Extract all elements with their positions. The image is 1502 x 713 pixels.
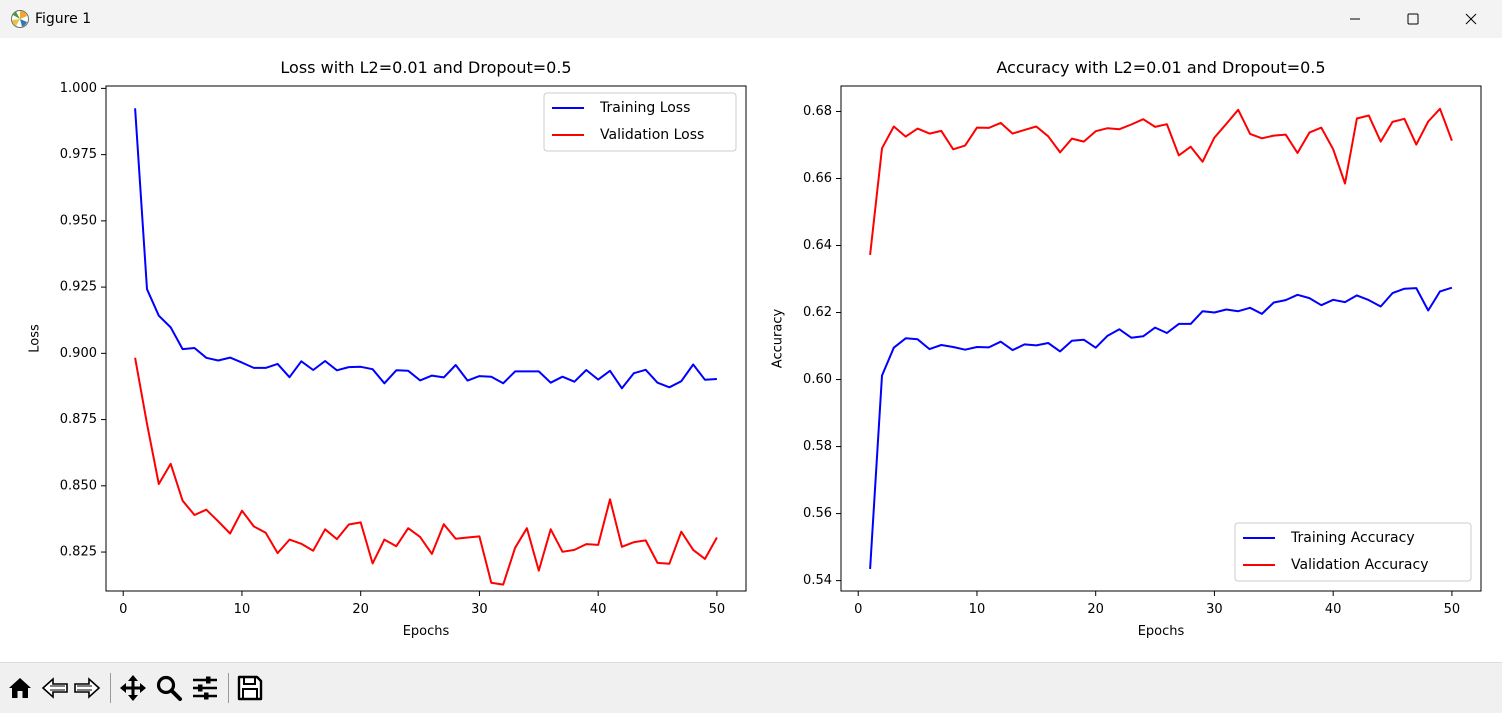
- training-loss-line: [134, 108, 717, 390]
- legend-box: [543, 92, 737, 152]
- legend-label: Validation Accuracy: [1291, 557, 1429, 573]
- x-axis-label: Epochs: [1138, 624, 1185, 639]
- y-axis-label: Accuracy: [771, 309, 786, 369]
- back-icon: [41, 677, 68, 699]
- x-tick-label: 20: [352, 602, 369, 617]
- chart-title: Loss with L2=0.01 and Dropout=0.5: [280, 58, 571, 77]
- y-tick-label: 0.900: [60, 346, 97, 361]
- home-icon: [9, 678, 31, 698]
- window-titlebar: Figure 1: [0, 0, 1502, 39]
- x-tick-label: 10: [969, 602, 986, 617]
- y-tick-label: 0.58: [803, 439, 832, 454]
- validation-loss-line: [134, 357, 718, 586]
- y-tick-label: 0.56: [803, 506, 832, 521]
- save-icon: [237, 675, 263, 701]
- x-tick-label: 20: [1087, 602, 1104, 617]
- forward-icon: [74, 677, 101, 699]
- toolbar-separator: [228, 673, 229, 703]
- y-tick-label: 0.54: [803, 573, 832, 588]
- y-tick-label: 1.000: [60, 81, 97, 96]
- maximize-icon: [1407, 13, 1419, 25]
- y-tick-label: 0.925: [60, 280, 97, 295]
- toolbar-separator: [110, 673, 111, 703]
- zoom-button[interactable]: [154, 673, 184, 703]
- legend-box: [1234, 522, 1472, 582]
- legend-label: Training Accuracy: [1290, 530, 1415, 546]
- minimize-icon: [1350, 18, 1360, 20]
- figure-canvas[interactable]: 0 10 20 30 40 50 0.825 0.850 0.875 0.900 0.925 0.95…: [0, 38, 1502, 662]
- y-tick-label: 0.950: [60, 213, 97, 228]
- y-tick-label: 0.64: [803, 238, 832, 253]
- forward-button[interactable]: [72, 673, 102, 703]
- y-tick-label: 0.875: [60, 412, 97, 427]
- y-tick-label: 0.68: [803, 104, 832, 119]
- training-accuracy-line: [869, 286, 1453, 569]
- maximize-button[interactable]: [1384, 0, 1442, 38]
- y-tick-label: 0.850: [60, 478, 97, 493]
- y-tick-label: 0.60: [803, 372, 832, 387]
- y-tick-label: 0.975: [60, 147, 97, 162]
- legend-label: Training Loss: [599, 100, 690, 116]
- x-tick-label: 50: [1444, 602, 1461, 617]
- close-button[interactable]: [1442, 0, 1500, 38]
- y-tick-label: 0.825: [60, 545, 97, 560]
- y-tick-label: 0.62: [803, 305, 832, 320]
- zoom-icon: [156, 675, 182, 701]
- axes-frame: [840, 85, 1482, 592]
- validation-accuracy-line: [869, 107, 1453, 256]
- matplotlib-app-icon: [11, 10, 29, 28]
- minimize-button[interactable]: [1326, 0, 1384, 38]
- save-button[interactable]: [235, 673, 265, 703]
- axes-frame: [105, 85, 747, 592]
- x-tick-label: 40: [1325, 602, 1342, 617]
- home-button[interactable]: [5, 673, 35, 703]
- x-axis-label: Epochs: [403, 624, 450, 639]
- x-tick-label: 10: [234, 602, 251, 617]
- x-tick-label: 0: [119, 602, 127, 617]
- pan-icon: [120, 675, 146, 701]
- back-button[interactable]: [40, 673, 70, 703]
- chart-title: Accuracy with L2=0.01 and Dropout=0.5: [996, 58, 1325, 77]
- x-tick-label: 50: [709, 602, 726, 617]
- close-icon: [1465, 13, 1477, 25]
- figure-svg: 0 10 20 30 40 50 0.825 0.850 0.875 0.900 0.925 0.95…: [28, 58, 1482, 639]
- y-axis-label: Loss: [28, 324, 43, 353]
- configure-subplots-icon: [193, 676, 217, 700]
- navigation-toolbar: [0, 662, 1502, 713]
- pan-button[interactable]: [118, 673, 148, 703]
- legend-label: Validation Loss: [600, 127, 704, 143]
- x-tick-label: 30: [1206, 602, 1223, 617]
- window-title: Figure 1: [35, 11, 92, 27]
- x-tick-label: 40: [590, 602, 607, 617]
- y-tick-label: 0.66: [803, 171, 832, 186]
- x-tick-label: 0: [854, 602, 862, 617]
- x-tick-label: 30: [471, 602, 488, 617]
- configure-subplots-button[interactable]: [190, 673, 220, 703]
